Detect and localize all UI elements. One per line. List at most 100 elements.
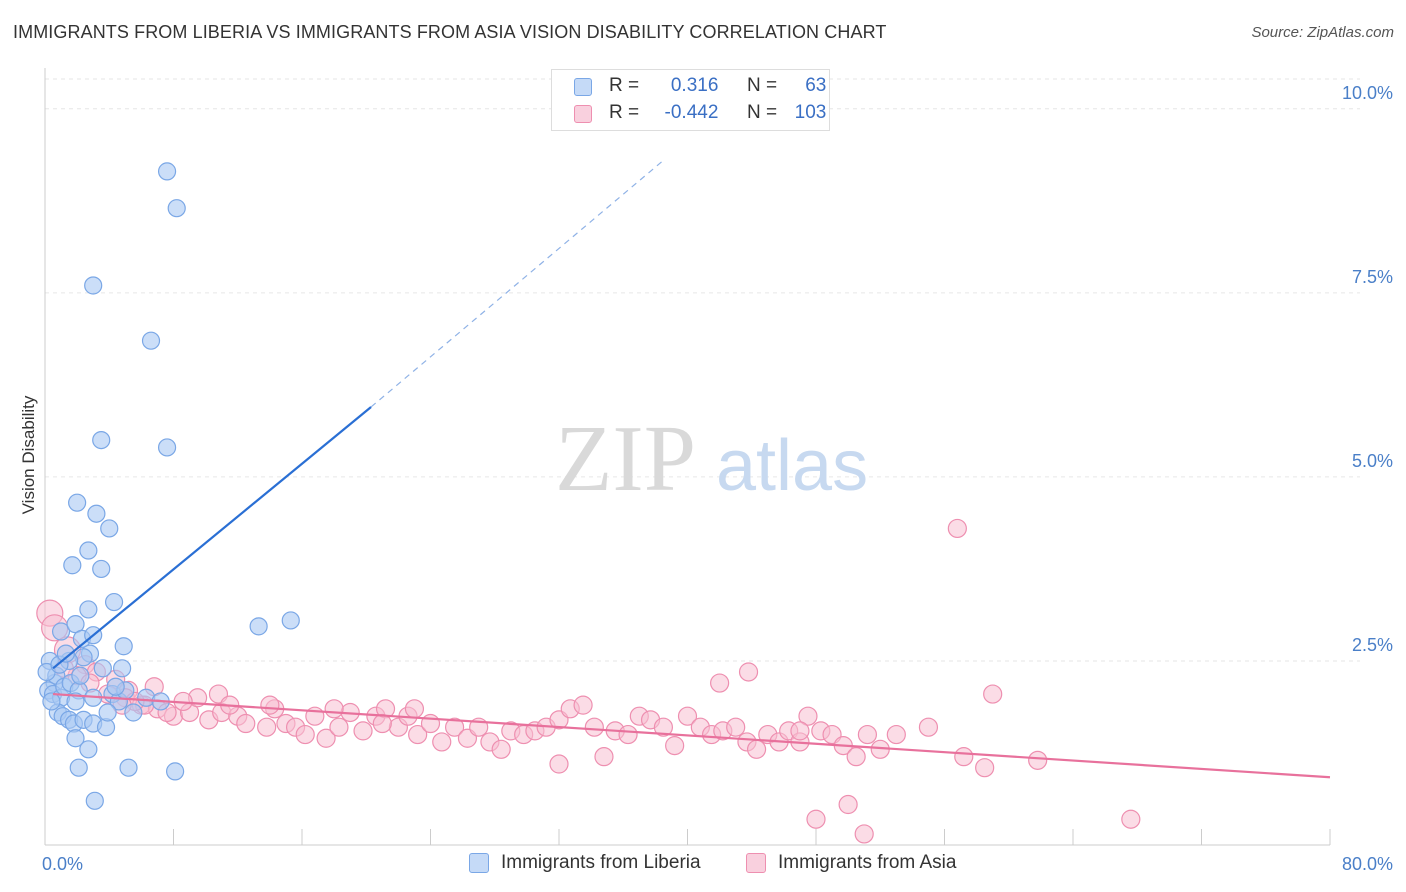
- asia-point: [710, 673, 730, 693]
- asia-point: [947, 518, 967, 539]
- asia-point: [324, 699, 344, 719]
- y-tick-label: 5.0%: [1352, 451, 1393, 471]
- liberia-trendline-extension: [370, 159, 664, 408]
- liberia-point: [100, 519, 119, 538]
- legend-r-label: R =: [609, 102, 640, 123]
- liberia-points: [37, 162, 300, 810]
- legend-n-label: N =: [746, 102, 778, 123]
- liberia-point: [249, 617, 268, 636]
- liberia-point: [79, 600, 98, 619]
- legend-n-value: 103: [794, 102, 827, 123]
- asia-point: [432, 732, 452, 752]
- y-axis-label: Vision Disability: [19, 395, 38, 514]
- asia-point: [665, 736, 685, 756]
- liberia-point: [56, 644, 75, 663]
- asia-point: [404, 699, 425, 719]
- asia-point: [790, 721, 810, 741]
- liberia-point: [79, 541, 98, 560]
- x-tick-label: 80.0%: [1342, 854, 1393, 874]
- asia-point: [726, 717, 746, 737]
- asia-point: [316, 728, 336, 748]
- liberia-point: [114, 637, 133, 656]
- legend-r-value: -0.442: [664, 102, 719, 123]
- liberia-point: [92, 559, 111, 579]
- liberia-point: [63, 556, 82, 575]
- y-tick-label: 10.0%: [1342, 83, 1393, 103]
- asia-point: [594, 747, 614, 767]
- series-label-asia: Immigrants from Asia: [778, 852, 957, 873]
- asia-point: [257, 717, 277, 737]
- asia-point: [1121, 809, 1141, 829]
- asia-point: [857, 724, 878, 745]
- asia-point: [798, 706, 818, 726]
- liberia-point: [66, 692, 85, 711]
- asia-point: [1028, 750, 1048, 770]
- axes: [44, 68, 1331, 846]
- liberia-point: [42, 692, 61, 711]
- liberia-point: [281, 611, 300, 630]
- y-tick-label: 2.5%: [1352, 635, 1393, 655]
- liberia-point: [119, 758, 138, 777]
- watermark-atlas: atlas: [716, 426, 868, 506]
- x-tick-label: 0.0%: [42, 854, 83, 874]
- asia-point: [983, 684, 1003, 704]
- liberia-point: [71, 666, 90, 685]
- asia-point: [573, 695, 593, 715]
- liberia-point: [92, 430, 111, 450]
- liberia-point: [167, 199, 186, 218]
- liberia-point: [124, 703, 143, 722]
- asia-point: [918, 717, 939, 737]
- asia-point: [353, 721, 373, 741]
- watermark-zip: ZIP: [555, 407, 696, 511]
- liberia-point: [166, 762, 185, 781]
- asia-point: [653, 717, 674, 737]
- legend-swatch-asia: [574, 105, 592, 123]
- asia-point: [738, 662, 759, 682]
- series-label-liberia: Immigrants from Liberia: [501, 852, 701, 873]
- legend-swatch-liberia: [574, 78, 592, 96]
- liberia-point: [112, 659, 132, 678]
- trendlines: [52, 159, 1331, 779]
- asia-point: [295, 724, 315, 745]
- liberia-point: [104, 592, 124, 612]
- liberia-point: [87, 504, 106, 523]
- asia-point: [372, 713, 392, 734]
- asia-point: [806, 809, 826, 829]
- legend-n-value: 63: [805, 75, 827, 96]
- tick-labels: 2.5% 5.0% 7.5% 10.0% 0.0% 80.0%: [42, 83, 1393, 874]
- asia-point: [838, 794, 858, 815]
- asia-point: [677, 706, 698, 726]
- asia-point: [549, 754, 569, 774]
- liberia-point: [84, 276, 103, 295]
- liberia-point: [141, 331, 161, 350]
- series-swatch-liberia: [469, 853, 489, 873]
- y-tick-label: 7.5%: [1352, 267, 1393, 287]
- legend-text-asia: R = -0.442 N = 103: [609, 102, 826, 124]
- source-credit: Source: ZipAtlas.com: [1251, 24, 1394, 41]
- liberia-point: [157, 438, 177, 457]
- liberia-point: [157, 162, 177, 181]
- liberia-point: [93, 659, 112, 678]
- asia-point: [846, 747, 866, 767]
- asia-point: [584, 717, 604, 737]
- asia-point: [618, 724, 638, 745]
- liberia-point: [69, 758, 88, 777]
- asia-point: [236, 713, 256, 734]
- stats-legend: R = 0.316 N = 63 R = -0.442 N = 103: [551, 69, 830, 131]
- liberia-trendline: [52, 406, 372, 670]
- asia-point: [954, 747, 974, 767]
- liberia-point: [51, 622, 71, 641]
- asia-point: [408, 724, 428, 745]
- liberia-point: [66, 729, 85, 748]
- asia-point: [886, 724, 906, 745]
- liberia-point: [85, 791, 104, 810]
- legend-text-liberia: R = 0.316 N = 63: [609, 75, 826, 97]
- liberia-point: [79, 740, 98, 759]
- asia-trendline: [52, 692, 1331, 779]
- asia-point: [746, 739, 767, 759]
- asia-point: [491, 739, 511, 759]
- series-legend: Immigrants from Liberia Immigrants from …: [0, 851, 1406, 879]
- gridlines: [45, 78, 1360, 662]
- asia-point: [329, 717, 349, 737]
